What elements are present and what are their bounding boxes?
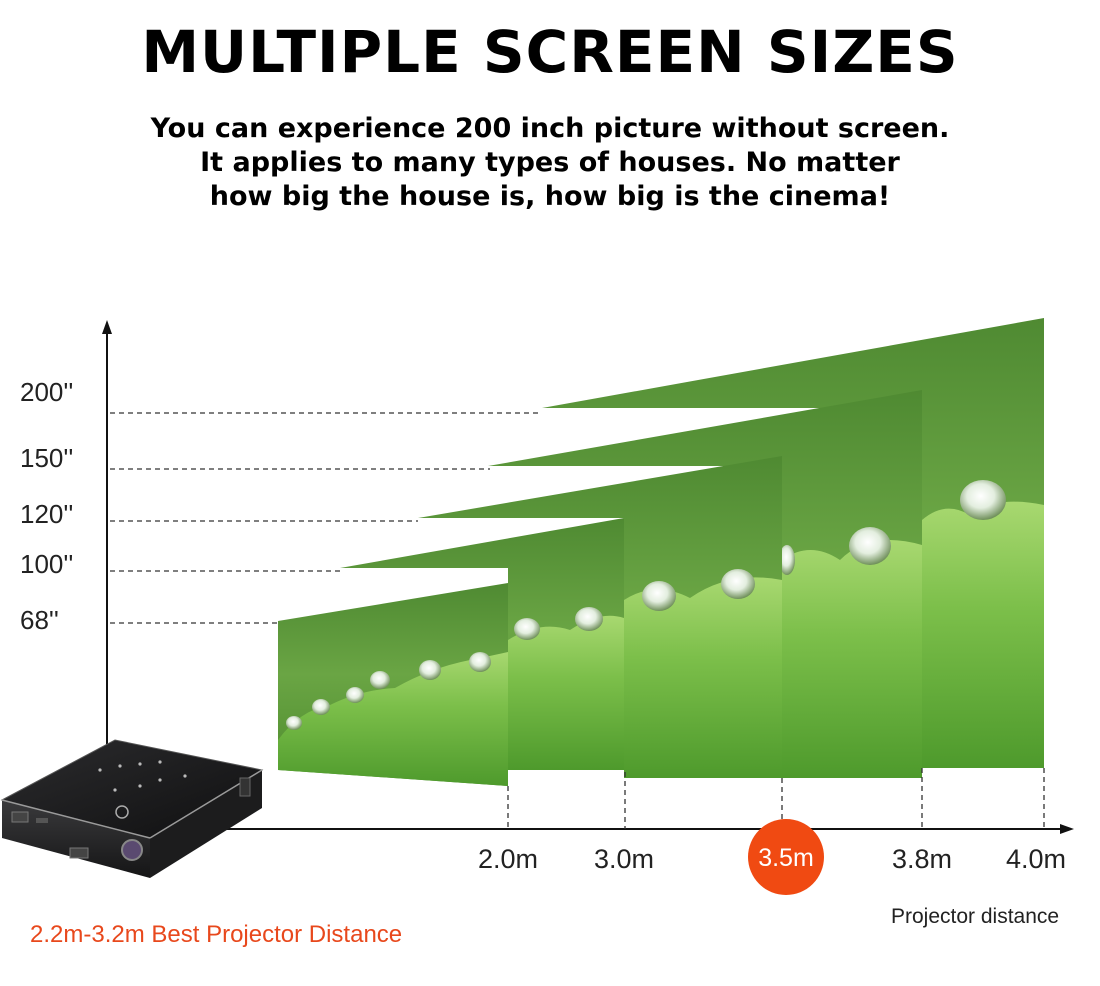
screen-120-inch bbox=[418, 456, 782, 778]
distance-label-3-8: 3.8m bbox=[892, 844, 952, 874]
distance-label-3-0: 3.0m bbox=[594, 844, 654, 874]
size-label-200: 200'' bbox=[20, 377, 73, 407]
water-drop-icon bbox=[312, 699, 330, 715]
water-drop-icon bbox=[286, 716, 302, 730]
distance-label-2-0: 2.0m bbox=[478, 844, 538, 874]
water-drop-icon bbox=[419, 660, 441, 680]
subtitle-line-2: It applies to many types of houses. No m… bbox=[200, 147, 900, 178]
water-drop-icon bbox=[642, 581, 676, 611]
water-drop-icon bbox=[779, 545, 795, 575]
size-label-120: 120'' bbox=[20, 499, 73, 529]
x-axis-caption: Projector distance bbox=[891, 905, 1059, 928]
distance-label-3-5: 3.5m bbox=[758, 844, 814, 872]
highlight-circle bbox=[748, 819, 824, 895]
water-drop-icon bbox=[469, 652, 491, 672]
projector-lens-icon bbox=[121, 839, 143, 861]
distance-label-4-0: 4.0m bbox=[1006, 844, 1066, 874]
water-drop-icon bbox=[514, 618, 540, 640]
y-axis-arrow bbox=[102, 320, 112, 334]
screen-68-inch bbox=[278, 583, 508, 786]
size-label-150: 150'' bbox=[20, 443, 73, 473]
water-drop-icon bbox=[960, 480, 1006, 520]
screen-100-inch bbox=[340, 518, 624, 770]
subtitle: You can experience 200 inch picture with… bbox=[0, 112, 1100, 214]
water-drop-icon bbox=[575, 607, 603, 631]
page-title: MULTIPLE SCREEN SIZES bbox=[141, 18, 959, 86]
projector-device-icon bbox=[0, 739, 264, 878]
subtitle-line-3: how big the house is, how big is the cin… bbox=[209, 181, 891, 212]
size-label-100: 100'' bbox=[20, 549, 73, 579]
water-drop-icon bbox=[721, 569, 755, 599]
subtitle-line-1: You can experience 200 inch picture with… bbox=[150, 113, 950, 144]
best-distance-caption: 2.2m-3.2m Best Projector Distance bbox=[30, 921, 403, 948]
water-drop-icon bbox=[346, 687, 364, 703]
screen-150-inch bbox=[488, 390, 922, 778]
water-drop-icon bbox=[370, 671, 390, 689]
x-axis-arrow bbox=[1060, 824, 1074, 834]
size-label-68: 68'' bbox=[20, 605, 59, 635]
water-drop-icon bbox=[849, 527, 891, 565]
screen-200-inch bbox=[542, 318, 1044, 768]
